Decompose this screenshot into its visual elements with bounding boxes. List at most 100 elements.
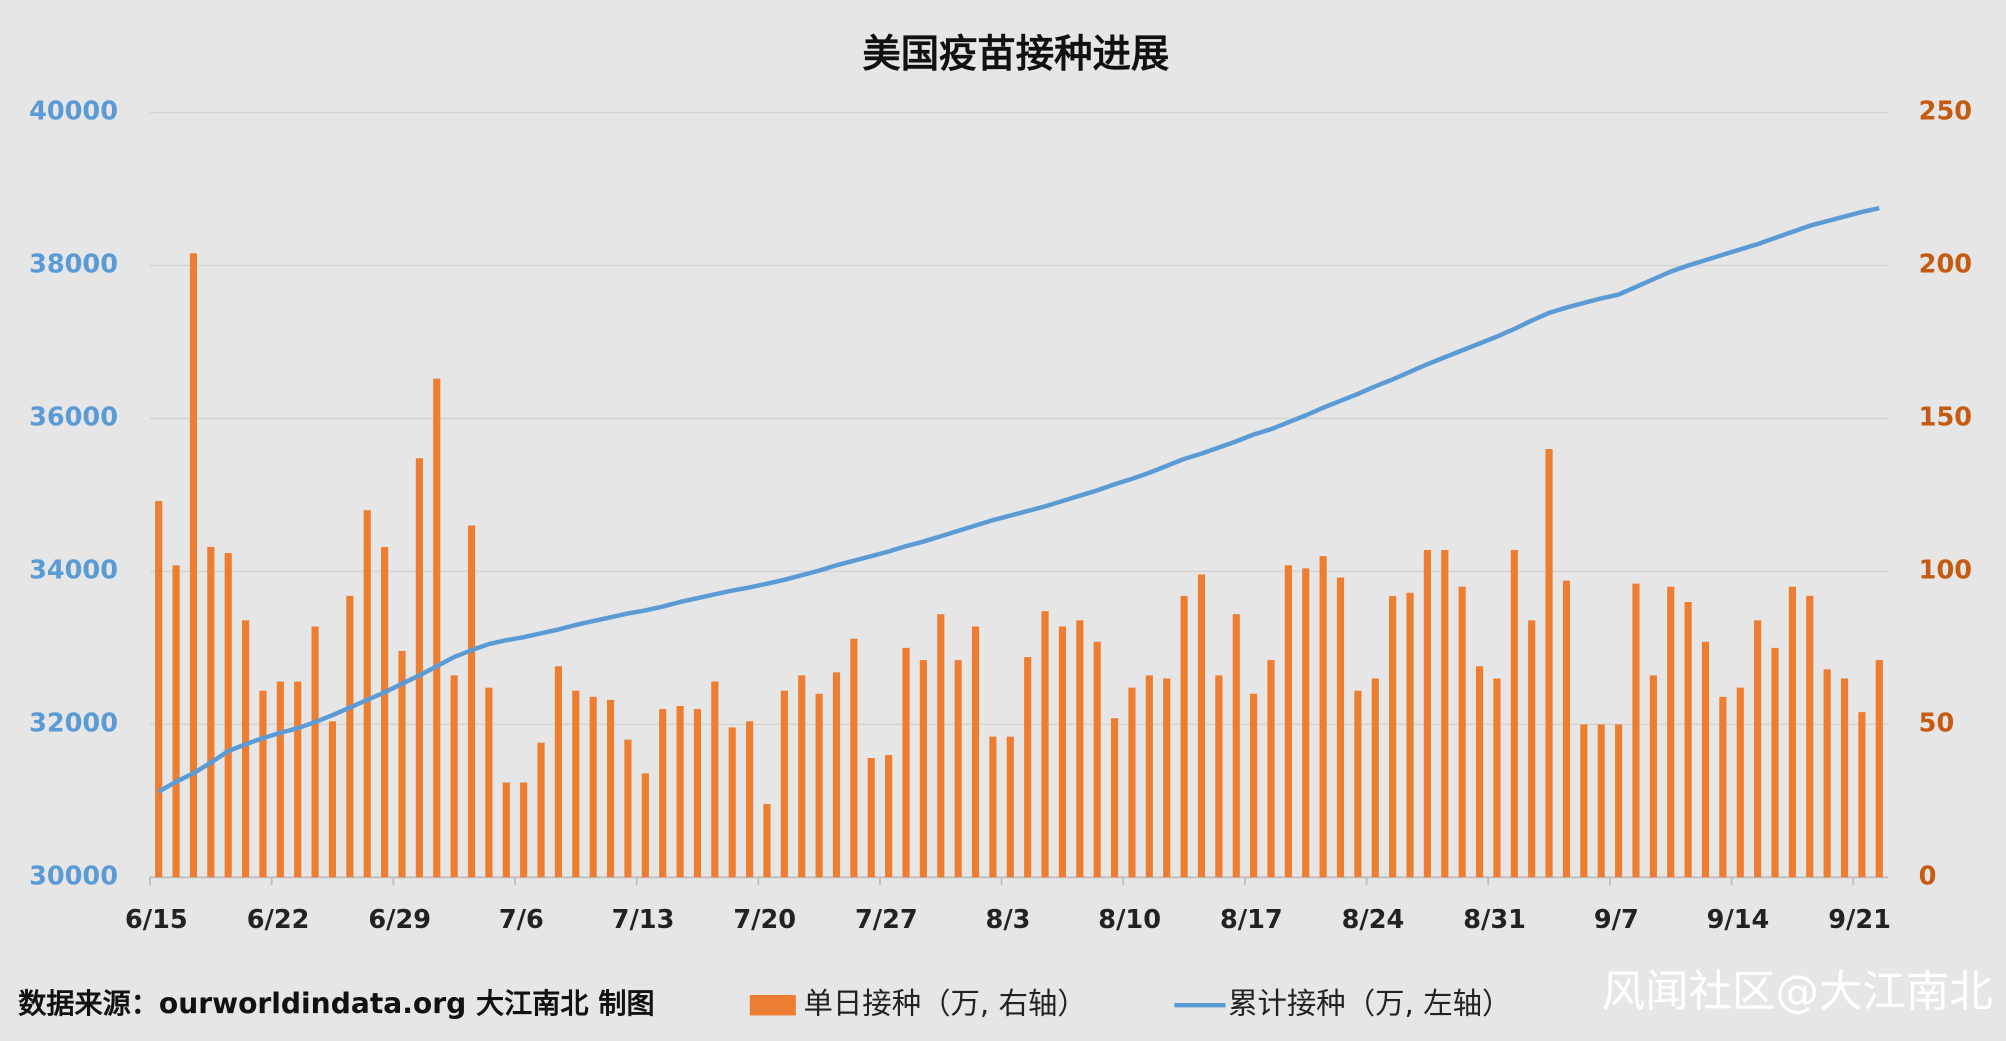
bar [346, 595, 354, 878]
bar [1389, 595, 1397, 878]
bar [1215, 675, 1223, 878]
bar [1475, 666, 1484, 878]
bar [624, 739, 632, 878]
bar [1145, 675, 1153, 878]
bar [398, 650, 406, 878]
bar [1580, 724, 1588, 878]
bar [1093, 641, 1101, 878]
bar [1336, 577, 1345, 878]
bar [1597, 724, 1605, 878]
bar [711, 681, 719, 878]
bar [902, 647, 910, 878]
x-tick-label: 9/14 [1707, 905, 1770, 935]
bar [433, 378, 441, 878]
bar [450, 675, 458, 878]
bar [867, 758, 875, 878]
bar [971, 626, 980, 878]
bar [1823, 669, 1831, 878]
y2-tick-label: 250 [1919, 97, 1972, 127]
bar [1284, 565, 1292, 878]
bar [1302, 568, 1310, 878]
bar [1197, 574, 1206, 878]
bar [641, 773, 649, 878]
bar [224, 553, 232, 878]
bar [155, 501, 163, 878]
bar [520, 782, 528, 878]
y2-tick-label: 200 [1919, 249, 1972, 279]
y-tick-label: 32000 [29, 708, 118, 738]
x-tick-label: 7/13 [612, 905, 675, 935]
y2-tick-label: 150 [1919, 402, 1972, 432]
bar [1458, 586, 1466, 878]
bar [1041, 611, 1049, 878]
bar [1024, 657, 1032, 878]
bar [1771, 647, 1779, 878]
bar [1232, 614, 1240, 878]
x-tick-label: 9/7 [1594, 905, 1639, 935]
bar [1632, 583, 1640, 878]
bar [1058, 626, 1067, 878]
bar [954, 660, 962, 878]
x-tick-label: 9/21 [1828, 905, 1891, 935]
watermark: 风闻社区@大江南北 [1602, 967, 1993, 1017]
bar [1719, 696, 1727, 878]
bar [1545, 449, 1553, 878]
chart-title: 美国疫苗接种进展 [862, 32, 1170, 77]
x-tick-label: 7/27 [855, 905, 918, 935]
x-tick-label: 8/24 [1342, 905, 1405, 935]
bar [311, 626, 319, 878]
bar [1736, 687, 1744, 878]
bar [1371, 678, 1379, 878]
bar [1319, 556, 1327, 878]
source-note: 数据来源：ourworldindata.org 大江南北 制图 [18, 987, 654, 1020]
x-tick-label: 6/29 [368, 905, 431, 935]
bar [937, 614, 945, 878]
bar [537, 742, 545, 878]
bar [815, 693, 823, 878]
bar [1701, 641, 1710, 878]
legend-label: 单日接种（万, 右轴） [803, 987, 1086, 1021]
bar [989, 736, 997, 878]
bar [763, 803, 771, 878]
bar [850, 638, 858, 878]
bar [746, 721, 754, 878]
bar [1806, 595, 1814, 878]
bar [798, 675, 806, 878]
legend-swatch [749, 994, 796, 1016]
legend-label: 累计接种（万, 左轴） [1228, 987, 1511, 1021]
bar [676, 705, 684, 878]
bar [1684, 601, 1692, 878]
bar [1528, 620, 1536, 878]
bar [328, 721, 337, 878]
x-tick-label: 7/20 [733, 905, 796, 935]
y2-tick-label: 100 [1919, 555, 1972, 585]
bar [1667, 586, 1675, 878]
bar [294, 681, 302, 878]
bar [832, 672, 841, 878]
bar [259, 690, 267, 878]
bar [363, 510, 371, 878]
bar [1788, 586, 1796, 878]
line [157, 205, 1880, 794]
bar [502, 782, 510, 878]
bar [1875, 660, 1883, 878]
x-tick-label: 6/15 [125, 905, 188, 935]
bar [572, 690, 580, 878]
bar [659, 709, 667, 878]
bar [415, 458, 423, 878]
bar [1128, 687, 1136, 878]
bar [189, 253, 198, 878]
x-tick-label: 8/3 [986, 905, 1031, 935]
x-tick-label: 8/31 [1463, 905, 1526, 935]
bar [919, 660, 927, 878]
y2-tick-label: 50 [1919, 708, 1955, 738]
bar [467, 525, 476, 878]
bar [1562, 580, 1571, 878]
bar [1858, 712, 1866, 878]
bar [207, 546, 215, 878]
bar [1649, 675, 1657, 878]
bar [885, 754, 893, 878]
bar [1493, 678, 1501, 878]
y-tick-label: 34000 [29, 555, 118, 585]
